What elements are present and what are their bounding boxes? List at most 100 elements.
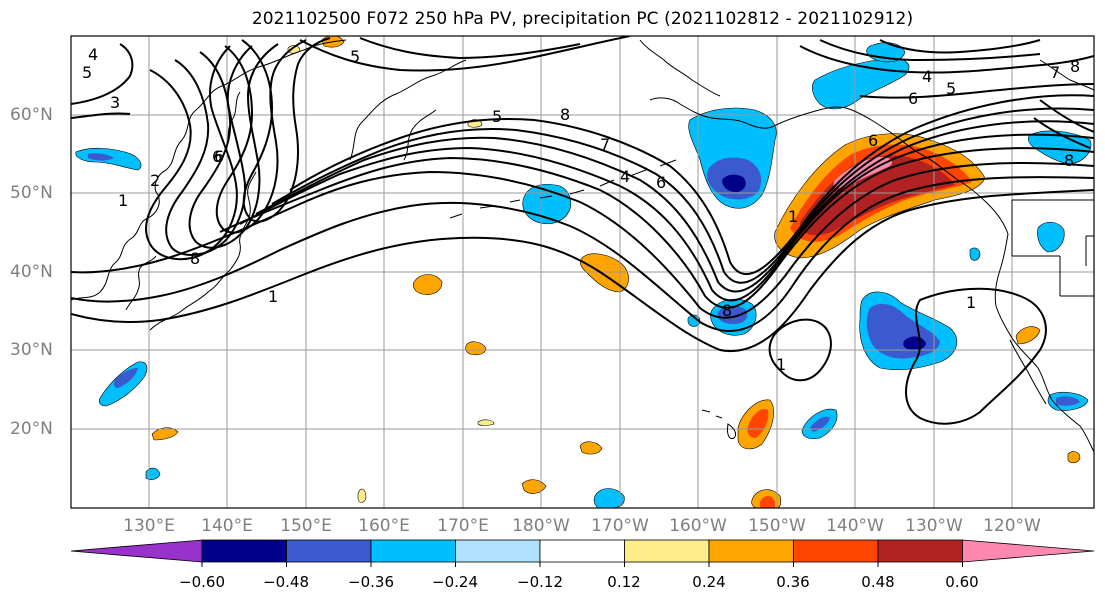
negative-anomaly-south-of-california-core <box>1056 396 1080 406</box>
contour-label: 1 <box>966 293 976 312</box>
contour-label: 7 <box>1050 63 1060 82</box>
colorbar-segment <box>624 539 710 563</box>
lon-label-170e: 170°E <box>437 516 489 536</box>
pv-contour-14 <box>241 37 331 223</box>
graticule <box>71 36 1094 508</box>
contour-label: 6 <box>656 173 666 192</box>
lon-label-150w: 150°W <box>748 516 806 536</box>
lon-label-150e: 150°E <box>280 516 332 536</box>
pv-contour-4 <box>219 147 1094 309</box>
colorbar-tick-label: −0.60 <box>179 573 225 591</box>
colorbar-segment <box>455 539 541 563</box>
contour-label: 8 <box>1070 57 1080 76</box>
pv-contour-17 <box>768 318 832 382</box>
colorbar-tick-label: −0.12 <box>517 573 563 591</box>
colorbar <box>70 539 1095 563</box>
pv-contour-15 <box>299 36 631 72</box>
lon-label-160w: 160°W <box>669 516 727 536</box>
positive-anomaly-mexico <box>1067 451 1081 464</box>
pv-contour-7 <box>271 107 1094 284</box>
lon-label-120w: 120°W <box>983 516 1041 536</box>
colorbar-segment <box>370 539 456 563</box>
colorbar-tick-label: 0.24 <box>692 573 726 591</box>
contour-label: 5 <box>350 47 360 66</box>
contour-label: 5 <box>492 107 502 126</box>
coast-kamchatka <box>349 59 467 161</box>
colorbar-tick-label: −0.24 <box>432 573 478 591</box>
pv-contour-6 <box>255 120 1094 293</box>
lat-label-20n: 20°N <box>10 419 53 439</box>
colorbar-segment <box>539 539 625 563</box>
contour-label: 6 <box>214 147 224 166</box>
lon-label-130e: 130°E <box>123 516 175 536</box>
colorbar-tick-label: 0.60 <box>945 573 979 591</box>
negative-anomaly-pacific-nw-coast <box>969 247 981 261</box>
colorbar-tick-label: 0.36 <box>776 573 810 591</box>
pv-contours <box>71 36 1094 425</box>
coast-aleutians <box>449 159 677 219</box>
negative-anomaly-us-northwest <box>1037 221 1065 253</box>
contour-label: 2 <box>150 171 160 190</box>
coast-baja <box>1009 339 1047 405</box>
colorbar-tick-label: 0.48 <box>861 573 895 591</box>
pv-contour-2 <box>71 176 1094 332</box>
contour-label: 6 <box>212 147 222 166</box>
pv-contour-16 <box>359 37 581 60</box>
negative-anomaly-east-china-sea-core <box>114 368 138 388</box>
contour-label: 1 <box>788 207 798 226</box>
map-frame <box>70 35 1095 509</box>
lon-label-180w: 180°W <box>512 516 570 536</box>
colorbar-tick-label: −0.48 <box>263 573 309 591</box>
negative-anomaly-hawaii-north-core <box>717 305 748 324</box>
positive-anomaly-tropical-east-core <box>760 496 775 508</box>
colorbar-segment <box>793 539 879 563</box>
positive-anomaly-west-pacific-2 <box>465 341 487 356</box>
colorbar-ticks <box>201 562 963 567</box>
pv-contour-5 <box>239 133 1094 302</box>
positive-anomaly-hawaii-east-core <box>747 408 769 438</box>
state-borders <box>1011 199 1094 297</box>
positive-anomaly-tropical-central-1 <box>579 441 603 455</box>
positive-anomaly-baja <box>1015 326 1041 345</box>
positive-anomaly-philippine-sea <box>151 427 179 441</box>
contour-label: 8 <box>190 249 200 268</box>
pv-contour-10 <box>145 45 238 261</box>
coast-asia <box>71 39 347 301</box>
positive-anomaly-small-tropic-2 <box>477 419 495 426</box>
lat-label-50n: 50°N <box>10 183 53 203</box>
contour-label: 5 <box>82 63 92 82</box>
colorbar-tick-label: −0.36 <box>348 573 394 591</box>
negative-anomaly-north-japan-core <box>88 153 114 161</box>
negative-anomaly-subtropical-east-core <box>810 416 830 432</box>
contour-label: 3 <box>110 93 120 112</box>
contour-label: 1 <box>776 355 786 374</box>
colorbar-segment <box>286 539 372 563</box>
contour-label: 6 <box>908 89 918 108</box>
pv-contour-20 <box>819 39 1041 62</box>
contour-label: 1 <box>118 191 128 210</box>
positive-anomaly-west-pacific-1 <box>412 274 443 295</box>
colorbar-extend-low <box>70 539 203 563</box>
negative-anomaly-alaska-max <box>722 174 746 193</box>
pv-contour-1 <box>71 189 1094 353</box>
contour-label: 6 <box>868 131 878 150</box>
figure-title: 2021102500 F072 250 hPa PV, precipitatio… <box>251 9 914 29</box>
colorbar-segment <box>708 539 794 563</box>
lon-label-140e: 140°E <box>201 516 253 536</box>
colorbar-extend-high <box>962 539 1095 563</box>
pv-contour-22 <box>1033 99 1094 149</box>
coast-korea <box>125 255 157 311</box>
lon-label-160e: 160°E <box>358 516 410 536</box>
pv-contour-8 <box>289 94 1094 275</box>
coast-kamchatka-2 <box>403 109 437 161</box>
coast-hawaii <box>701 409 737 439</box>
coast-alaska-north <box>639 39 721 97</box>
positive-anomaly-small-tropic <box>357 488 367 503</box>
colorbar-tick-label: 0.12 <box>607 573 641 591</box>
contour-label: 4 <box>88 45 98 64</box>
lon-label-140w: 140°W <box>826 516 884 536</box>
pv-contour-23 <box>879 39 1041 54</box>
pv-contour-19 <box>799 45 1094 74</box>
pv-contour-18 <box>905 287 1047 425</box>
